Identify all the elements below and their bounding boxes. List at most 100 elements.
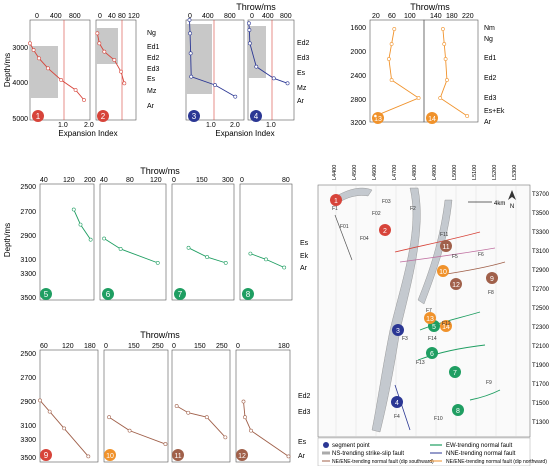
mid-title: Throw/ms bbox=[140, 166, 180, 176]
data-point-s2-5 bbox=[122, 81, 127, 86]
x-tick: 800 bbox=[69, 13, 81, 20]
layer-label: Ed3 bbox=[297, 55, 310, 62]
x-tick: 400 bbox=[50, 13, 62, 20]
x-tick: 0 bbox=[104, 343, 108, 350]
x-tick: 80 bbox=[118, 13, 126, 20]
data-point-s8-2 bbox=[282, 265, 287, 270]
top-y-tick: 5000 bbox=[12, 116, 28, 123]
data-point-s14-2 bbox=[443, 57, 448, 61]
marker-11 bbox=[172, 449, 184, 461]
layer-label: Ng bbox=[147, 30, 156, 37]
fault-label: F04 bbox=[360, 236, 369, 242]
gray-fill bbox=[30, 46, 58, 98]
x-tick: 40 bbox=[108, 13, 116, 20]
data-point-s2-1 bbox=[97, 41, 102, 46]
north-arrow: N bbox=[508, 190, 516, 210]
map-grid-label: T2900 bbox=[532, 268, 550, 274]
top-group-ylabel: Depth/ms bbox=[3, 53, 12, 87]
marker-3-label: 3 bbox=[192, 112, 197, 121]
x-tick: 400 bbox=[202, 13, 214, 20]
map-marker-label: 9 bbox=[490, 276, 494, 283]
panel-7: 0 150 300 7 bbox=[171, 177, 235, 301]
map-grid-label: T3100 bbox=[532, 249, 550, 255]
panel-6: 40 80 120 6 bbox=[99, 177, 167, 301]
layer-label: Ed1 bbox=[484, 55, 497, 62]
data-point-s1-5 bbox=[73, 88, 78, 92]
data-point-s12-3 bbox=[286, 454, 291, 459]
x-tick: 0 bbox=[188, 13, 192, 20]
top-right-group: Throw/ms 20 60 100 140 180 220 1600 2000… bbox=[350, 2, 505, 127]
data-point-s3-3 bbox=[189, 74, 194, 79]
fault-label: F6 bbox=[478, 252, 484, 258]
panel-frame bbox=[103, 349, 169, 463]
fault-label: F10 bbox=[434, 416, 443, 422]
x-tick: 150 bbox=[194, 343, 206, 350]
x-tick: 0 bbox=[172, 343, 176, 350]
layer-label: Ed2 bbox=[147, 55, 160, 62]
marker-4 bbox=[250, 110, 262, 122]
map-marker-label: 1 bbox=[334, 198, 338, 205]
fault-label: F01 bbox=[340, 224, 349, 230]
data-point-s2-2 bbox=[102, 49, 107, 54]
marker-7-label: 7 bbox=[178, 290, 183, 299]
data-point-s4-2 bbox=[247, 41, 252, 46]
map-marker-label: 7 bbox=[453, 370, 457, 377]
map-grid-label: T1500 bbox=[532, 401, 550, 407]
marker-10-label: 10 bbox=[106, 453, 114, 460]
data-point-s2-3 bbox=[112, 58, 117, 62]
data-point-s1-3 bbox=[46, 66, 50, 71]
bottom-title: Throw/ms bbox=[140, 330, 180, 340]
map-right-labels: T3700 T3500 T3300 T3100 T2900 T2700 T250… bbox=[532, 192, 550, 426]
data-point-s3-5 bbox=[233, 94, 238, 99]
map-grid-label: T2300 bbox=[532, 325, 550, 331]
layer-label: Ar bbox=[297, 98, 305, 105]
legend-item: NNE-trending normal fault bbox=[446, 451, 516, 457]
map-grid-label: T1700 bbox=[532, 382, 550, 388]
marker-5-label: 5 bbox=[44, 290, 49, 299]
marker-5 bbox=[40, 288, 52, 300]
map-marker bbox=[450, 278, 462, 290]
y-tick: 2000 bbox=[350, 49, 366, 56]
y-tick: 3300 bbox=[20, 437, 36, 444]
panel-5: 40 120 200 5 bbox=[39, 177, 96, 301]
top-right-title: Throw/ms bbox=[410, 2, 450, 12]
fault-label: F11 bbox=[440, 232, 448, 238]
panel-frame bbox=[171, 349, 231, 463]
marker-12-label: 12 bbox=[238, 453, 246, 460]
map-grid-label: L5300 bbox=[512, 165, 518, 180]
top-group: Throw/ms Depth/ms Expansion Index Expans… bbox=[3, 2, 310, 138]
data-point-s4-0 bbox=[247, 21, 251, 26]
data-point-s8-0 bbox=[248, 251, 253, 256]
data-point-s12-2 bbox=[249, 428, 253, 433]
legend-frame bbox=[317, 437, 531, 466]
x-tick: 250 bbox=[216, 343, 228, 350]
data-point-s13-1 bbox=[389, 42, 394, 46]
map-marker-label: 2 bbox=[383, 228, 387, 235]
layer-label: Ed3 bbox=[484, 95, 497, 102]
north-arrow-icon bbox=[508, 190, 516, 200]
map-marker bbox=[379, 224, 391, 236]
fault-map: L4400 L4500 L4600 L4700 L4800 L4900 L500… bbox=[317, 165, 550, 438]
marker-1-label: 1 bbox=[36, 112, 41, 121]
marker-3 bbox=[188, 110, 200, 122]
x-tick: 40 bbox=[40, 177, 48, 184]
y-tick: 1600 bbox=[350, 25, 366, 32]
data-point-s2-0 bbox=[95, 31, 100, 36]
map-grid-label: L4500 bbox=[352, 165, 358, 180]
marker-6-label: 6 bbox=[106, 290, 111, 299]
ei-tick: 1.0 bbox=[58, 122, 68, 129]
map-marker bbox=[391, 396, 403, 408]
data-point-s3-0 bbox=[187, 18, 192, 22]
y-tick: 2900 bbox=[20, 399, 36, 406]
x-tick: 80 bbox=[282, 177, 290, 184]
data-point-s14-5 bbox=[465, 114, 470, 118]
y-tick: 2500 bbox=[20, 184, 36, 191]
legend-swatch-segment bbox=[323, 442, 329, 448]
map-top-labels: L4400 L4500 L4600 L4700 L4800 L4900 L500… bbox=[332, 165, 518, 180]
data-point-s3-4 bbox=[213, 83, 217, 87]
fault-label: F8 bbox=[488, 290, 494, 296]
map-grid-label: T3700 bbox=[532, 192, 550, 198]
marker-7 bbox=[174, 288, 186, 300]
x-tick: 140 bbox=[430, 13, 442, 20]
